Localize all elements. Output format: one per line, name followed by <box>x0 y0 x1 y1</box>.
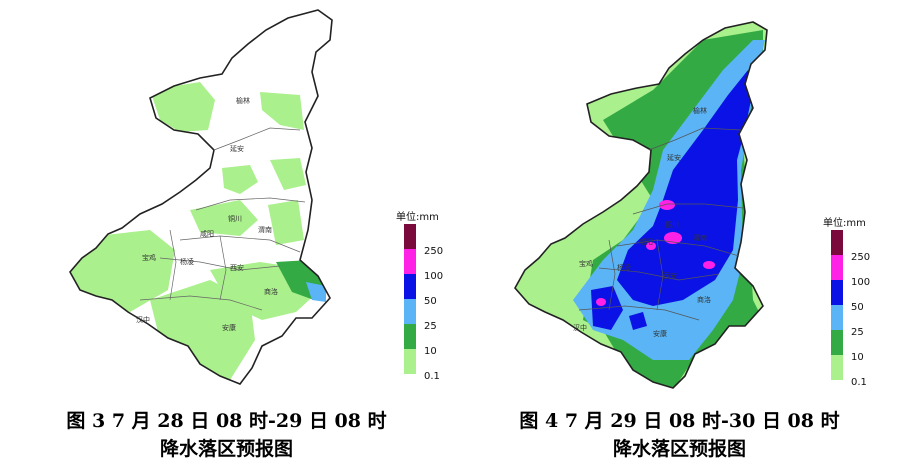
svg-text:渭南: 渭南 <box>693 233 707 242</box>
rain-area-light <box>150 82 215 132</box>
legend-label: 25 <box>424 321 437 332</box>
city-labels: 榆林 延安 铜川 渭南 咸阳 西安 宝鸡 杨凌 商洛 汉中 安康 <box>573 106 711 338</box>
city-boundaries <box>139 127 306 311</box>
legend-label: 50 <box>424 296 437 307</box>
legend-swatch <box>831 255 843 280</box>
svg-text:渭南: 渭南 <box>258 225 272 234</box>
map-caption-subtitle: 降水落区预报图 <box>159 438 293 460</box>
legend-label: 50 <box>851 302 864 313</box>
legend-label: 10 <box>424 346 437 357</box>
rain-area-light <box>270 158 306 190</box>
legend-label: 0.1 <box>851 377 867 388</box>
rain-area-light <box>222 165 258 194</box>
legend-swatch <box>404 249 416 274</box>
legend-label: 10 <box>851 352 864 363</box>
svg-text:西安: 西安 <box>230 263 244 272</box>
svg-text:榆林: 榆林 <box>236 96 250 105</box>
legend-color-bar <box>404 224 416 374</box>
svg-text:杨凌: 杨凌 <box>617 263 631 272</box>
legend-swatch <box>404 299 416 324</box>
svg-text:商洛: 商洛 <box>697 295 711 304</box>
legend-swatch <box>831 330 843 355</box>
legend-swatch <box>831 355 843 380</box>
svg-text:咸阳: 咸阳 <box>639 237 653 246</box>
legend-swatch <box>404 324 416 349</box>
rain-area-torrential <box>629 312 647 330</box>
rain-area-light <box>260 92 304 130</box>
legend-label: 25 <box>851 327 864 338</box>
legend-swatch <box>831 230 843 255</box>
map-caption-title: 图 3 7 月 28 日 08 时-29 日 08 时 <box>66 410 387 432</box>
svg-text:安康: 安康 <box>222 323 236 332</box>
svg-text:西安: 西安 <box>663 271 677 280</box>
forecast-panel-july29: 榆林 延安 铜川 渭南 咸阳 西安 宝鸡 杨凌 商洛 汉中 安康 单位:mm 2… <box>453 0 906 476</box>
legend-swatch <box>404 274 416 299</box>
legend-unit: 单位:mm <box>823 218 866 229</box>
svg-text:榆林: 榆林 <box>693 106 707 115</box>
svg-text:铜川: 铜川 <box>665 220 679 229</box>
legend-label: 100 <box>851 277 871 288</box>
svg-text:汉中: 汉中 <box>136 315 150 324</box>
svg-text:延安: 延安 <box>667 153 681 162</box>
map-caption-subtitle: 降水落区预报图 <box>612 438 746 460</box>
legend-swatch <box>831 305 843 330</box>
rain-area-torrential <box>591 286 623 330</box>
rain-area-light <box>190 200 258 236</box>
legend-swatch <box>404 224 416 249</box>
svg-text:咸阳: 咸阳 <box>200 229 214 238</box>
svg-text:商洛: 商洛 <box>264 287 278 296</box>
svg-text:延安: 延安 <box>230 144 244 153</box>
city-labels: 榆林 延安 铜川 渭南 咸阳 西安 宝鸡 杨凌 商洛 汉中 安康 <box>136 96 278 332</box>
rain-area-extreme <box>646 242 656 250</box>
rain-area-heavy <box>306 282 326 302</box>
legend-label: 250 <box>851 252 871 263</box>
province-boundary <box>514 21 768 389</box>
rain-area-extreme <box>596 298 606 306</box>
legend-label: 0.1 <box>424 371 440 382</box>
map-caption-title: 图 4 7 月 29 日 08 时-30 日 08 时 <box>519 410 840 432</box>
svg-text:杨凌: 杨凌 <box>180 257 194 266</box>
svg-text:汉中: 汉中 <box>573 323 587 332</box>
forecast-panel-july28: 榆林 延安 铜川 渭南 咸阳 西安 宝鸡 杨凌 商洛 汉中 安康 单位:mm 2… <box>66 9 444 460</box>
svg-text:宝鸡: 宝鸡 <box>142 253 156 262</box>
svg-text:安康: 安康 <box>653 329 667 338</box>
precipitation-map-july29: 榆林 延安 铜川 渭南 咸阳 西安 宝鸡 杨凌 商洛 汉中 安康 <box>514 21 768 389</box>
legend-label: 250 <box>424 246 444 257</box>
rain-area-extreme <box>659 200 675 210</box>
city-boundaries <box>578 127 744 321</box>
rain-area-extreme <box>703 261 715 269</box>
province-boundary <box>69 9 333 385</box>
svg-text:宝鸡: 宝鸡 <box>579 259 593 268</box>
legend-label: 100 <box>424 271 444 282</box>
precipitation-map-july28: 榆林 延安 铜川 渭南 咸阳 西安 宝鸡 杨凌 商洛 汉中 安康 <box>69 9 333 385</box>
legend-color-bar <box>831 230 843 380</box>
legend-unit: 单位:mm <box>396 212 439 223</box>
svg-text:铜川: 铜川 <box>228 214 242 223</box>
rain-area-light <box>268 200 304 245</box>
rain-area-extreme <box>664 232 682 244</box>
legend-swatch <box>831 280 843 305</box>
legend-swatch <box>404 349 416 374</box>
